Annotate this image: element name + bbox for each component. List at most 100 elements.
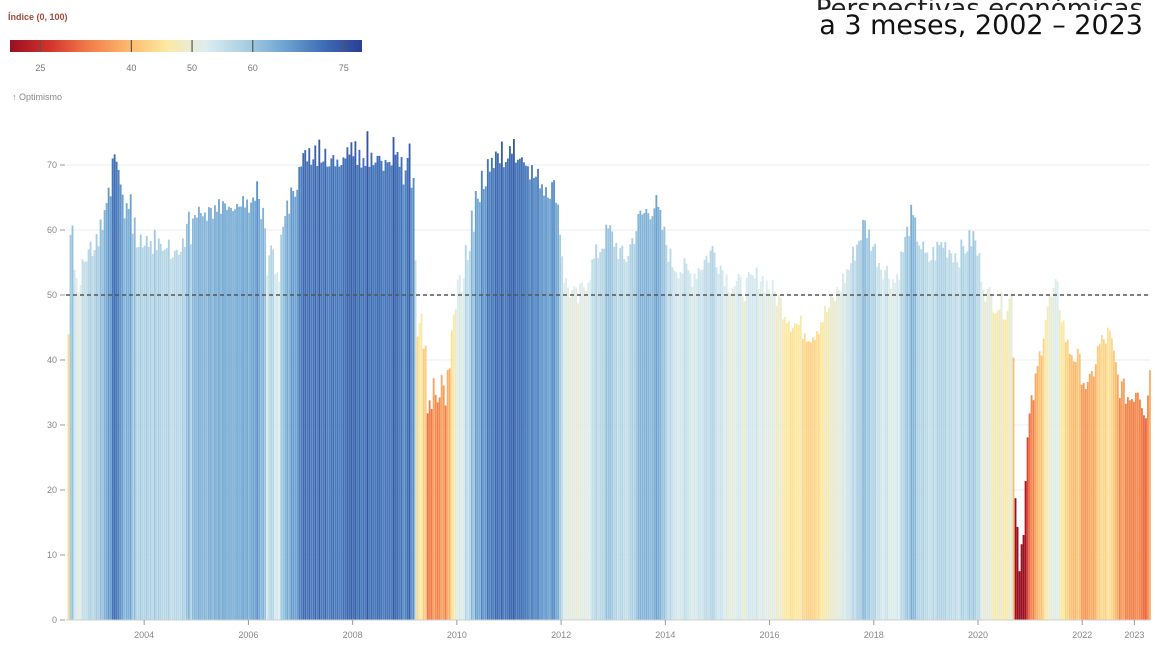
bar — [714, 253, 716, 620]
bar — [148, 247, 150, 620]
bar — [760, 281, 762, 620]
bar — [455, 309, 457, 620]
bar — [1061, 323, 1063, 620]
bar — [942, 248, 944, 620]
bar — [519, 159, 521, 620]
bar — [469, 251, 471, 620]
bar — [1003, 320, 1005, 620]
bar — [812, 337, 814, 620]
bar — [974, 241, 976, 620]
bar — [758, 289, 760, 620]
bar — [441, 375, 443, 620]
bar — [467, 260, 469, 620]
bar — [314, 146, 316, 621]
bar — [970, 246, 972, 620]
bar — [445, 406, 447, 621]
bar — [972, 231, 974, 620]
bar — [649, 219, 651, 620]
bar — [495, 152, 497, 620]
bar — [846, 269, 848, 620]
bar — [722, 270, 724, 620]
bar — [878, 263, 880, 620]
bar — [684, 258, 686, 620]
bar — [435, 395, 437, 620]
bar — [663, 227, 665, 620]
bar — [170, 259, 172, 620]
bar — [236, 204, 238, 620]
bar — [126, 203, 128, 620]
x-tick-label: 2006 — [238, 630, 258, 640]
y-tick-label: 40 — [47, 355, 57, 365]
bar — [1031, 395, 1033, 620]
bar — [678, 279, 680, 620]
bar — [886, 266, 888, 620]
bar — [342, 157, 344, 620]
bar — [561, 256, 563, 620]
bar — [246, 199, 248, 620]
bar — [142, 247, 144, 620]
bar — [1057, 281, 1059, 620]
bar — [613, 247, 615, 620]
bar — [1043, 339, 1045, 620]
x-tick-label: 2004 — [134, 630, 154, 640]
bar — [920, 249, 922, 620]
bar — [828, 307, 830, 620]
bar — [332, 155, 334, 620]
bar — [647, 213, 649, 620]
bar — [371, 153, 373, 620]
bar — [258, 199, 260, 620]
bar — [792, 328, 794, 620]
bar — [997, 311, 999, 620]
bar — [304, 150, 306, 620]
y-tick-label: 60 — [47, 225, 57, 235]
bar — [978, 253, 980, 620]
bar — [459, 275, 461, 620]
bar — [334, 166, 336, 620]
bar — [770, 294, 772, 620]
bar — [876, 267, 878, 620]
legend-title: Índice (0, 100) — [8, 12, 68, 22]
bar — [389, 162, 391, 620]
bar — [860, 240, 862, 620]
bar — [940, 242, 942, 620]
bar — [796, 324, 798, 620]
bar — [718, 274, 720, 620]
bar — [1135, 393, 1137, 620]
bar — [976, 256, 978, 620]
bar — [575, 288, 577, 620]
bar — [836, 287, 838, 620]
bar — [84, 262, 86, 620]
bar — [1023, 535, 1025, 620]
chart-title: Perspectivas económicas a 3 meses, 2002 … — [816, 0, 1143, 42]
bar — [421, 313, 423, 620]
x-tick-label: 2012 — [551, 630, 571, 640]
bar — [768, 290, 770, 620]
bar — [726, 274, 728, 620]
bar — [152, 254, 154, 620]
bar — [625, 262, 627, 620]
bar — [266, 276, 268, 621]
bar — [70, 235, 72, 620]
bar — [483, 189, 485, 620]
bar — [324, 149, 326, 620]
bar — [930, 260, 932, 620]
bar — [784, 317, 786, 620]
bar — [716, 267, 718, 620]
bar — [449, 368, 451, 620]
bar — [788, 321, 790, 620]
bar — [910, 205, 912, 620]
bar — [320, 163, 322, 620]
bar — [176, 250, 178, 620]
bar — [1137, 393, 1139, 620]
bar — [754, 278, 756, 620]
bar — [1075, 362, 1077, 620]
bar — [168, 240, 170, 620]
bar — [216, 212, 218, 620]
bar — [316, 166, 318, 620]
bar — [535, 177, 537, 620]
bar — [94, 250, 96, 620]
bar — [874, 244, 876, 620]
bar — [86, 261, 88, 620]
bar — [457, 279, 459, 620]
bar — [806, 342, 808, 620]
